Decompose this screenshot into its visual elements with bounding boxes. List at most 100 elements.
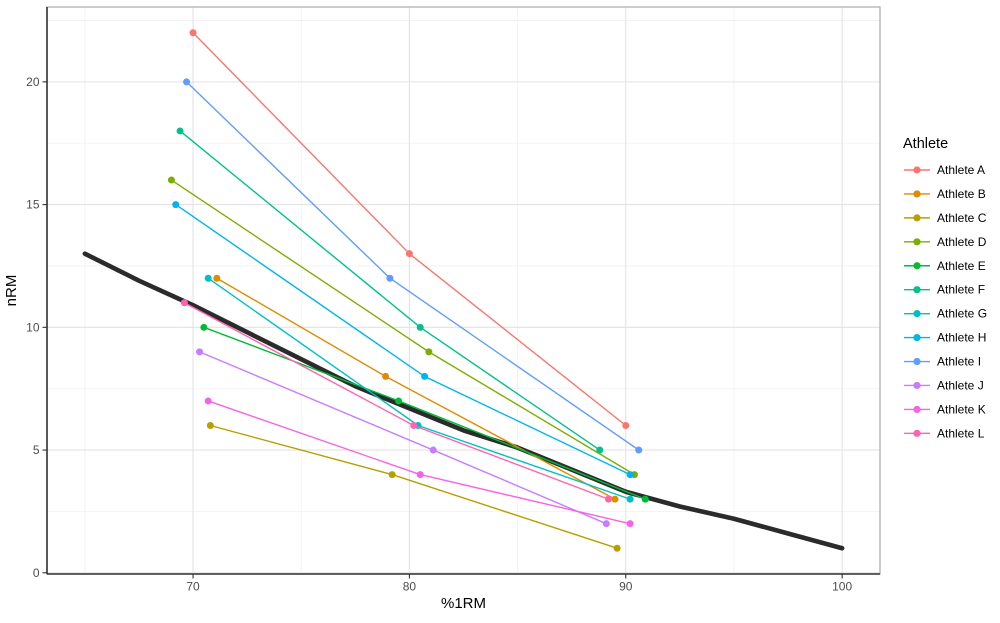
x-axis-title: %1RM	[441, 595, 486, 612]
legend-key-dot	[913, 357, 921, 366]
athlete-series-a	[189, 29, 630, 429]
legend-title: Athlete	[903, 136, 948, 152]
legend-entry-label: Athlete D	[937, 235, 987, 249]
data-point	[421, 372, 429, 380]
legend-entry: Athlete F	[904, 283, 985, 297]
legend-entry: Athlete K	[904, 402, 986, 416]
athlete-series-e	[200, 323, 649, 503]
athlete-series-l	[180, 299, 612, 503]
legend-key-dot	[913, 333, 921, 342]
data-point	[641, 495, 649, 503]
legend-entry: Athlete C	[904, 211, 987, 225]
athlete-series-i	[183, 78, 643, 454]
data-point	[635, 446, 643, 454]
data-point	[167, 176, 175, 184]
data-point	[425, 348, 433, 356]
legend-entry-label: Athlete F	[937, 283, 985, 297]
legend-entry-label: Athlete A	[937, 163, 985, 177]
axes: 70 80 90 100 0 5 10 15 20	[26, 6, 881, 594]
model-curve-line	[82, 251, 845, 551]
data-point	[405, 250, 413, 258]
athlete-series-j	[196, 348, 610, 528]
data-point	[382, 372, 390, 380]
legend-entry: Athlete H	[904, 331, 986, 345]
data-point	[204, 397, 212, 405]
legend-key-dot	[913, 190, 921, 198]
athlete-series-h	[172, 201, 634, 479]
panel-border	[46, 6, 881, 575]
data-point	[213, 274, 221, 282]
data-point	[410, 422, 418, 429]
data-point	[176, 127, 184, 135]
data-point	[626, 495, 634, 503]
athlete-series-f	[176, 127, 604, 454]
legend-entries: Athlete A Athlete B Athlete C Athlete D Athl…	[904, 163, 987, 440]
data-point	[206, 422, 214, 429]
x-tick-label: 80	[403, 580, 417, 594]
athlete-series-k	[204, 397, 634, 528]
legend-key-dot	[913, 381, 921, 390]
athlete-series	[167, 29, 649, 552]
data-point	[622, 422, 630, 429]
gridlines	[47, 7, 880, 574]
legend-entry-label: Athlete K	[937, 402, 986, 416]
x-tick-label: 70	[186, 580, 200, 594]
legend-key-dot	[913, 405, 921, 413]
data-point	[416, 323, 424, 331]
data-point	[611, 495, 619, 503]
y-axis-title: nRM	[3, 275, 20, 307]
legend-entry-label: Athlete I	[937, 355, 981, 369]
data-point	[189, 29, 197, 37]
y-tick-label: 10	[26, 320, 40, 334]
legend-key-dot	[913, 429, 921, 437]
data-point	[386, 274, 394, 282]
athlete-line	[210, 424, 618, 549]
legend-entry-label: Athlete L	[937, 426, 985, 440]
data-point	[626, 471, 634, 479]
data-point	[613, 544, 621, 552]
y-tick-label: 15	[26, 198, 40, 212]
legend-entry: Athlete B	[904, 187, 986, 201]
data-point	[596, 446, 604, 454]
data-point	[172, 201, 180, 209]
data-point	[183, 78, 191, 86]
legend-entry: Athlete L	[904, 426, 985, 440]
data-point	[196, 348, 204, 356]
legend-entry: Athlete A	[904, 163, 985, 177]
legend-entry-label: Athlete C	[937, 211, 987, 225]
athlete-line	[207, 400, 631, 525]
legend-key-dot	[913, 166, 921, 174]
athlete-series-b	[213, 274, 619, 503]
y-tick-label: 20	[26, 75, 40, 89]
data-point	[180, 299, 188, 307]
x-tick-label: 90	[619, 580, 633, 594]
legend-entry: Athlete E	[904, 259, 986, 273]
data-point	[429, 446, 437, 454]
legend-entry-label: Athlete H	[937, 331, 986, 345]
legend-key-dot	[913, 238, 921, 246]
data-point	[416, 471, 424, 479]
data-point	[200, 323, 208, 331]
data-point	[604, 495, 612, 503]
legend-entry-label: Athlete G	[937, 307, 987, 321]
legend-key-dot	[913, 214, 921, 222]
legend-entry: Athlete G	[904, 307, 987, 321]
legend-entry-label: Athlete J	[937, 378, 984, 392]
y-tick-label: 5	[33, 443, 40, 457]
data-point	[602, 520, 610, 528]
legend-entry: Athlete J	[904, 378, 984, 392]
data-point	[395, 397, 403, 405]
legend-entry: Athlete I	[904, 355, 981, 369]
x-tick-label: 100	[832, 580, 852, 594]
athlete-series-c	[206, 422, 621, 552]
legend-entry: Athlete D	[904, 235, 987, 249]
legend-entry-label: Athlete B	[937, 187, 986, 201]
legend-key-dot	[913, 310, 921, 318]
data-point	[204, 274, 212, 282]
model-curve	[82, 251, 845, 551]
legend-key-dot	[913, 286, 921, 294]
athlete-line	[199, 351, 607, 525]
